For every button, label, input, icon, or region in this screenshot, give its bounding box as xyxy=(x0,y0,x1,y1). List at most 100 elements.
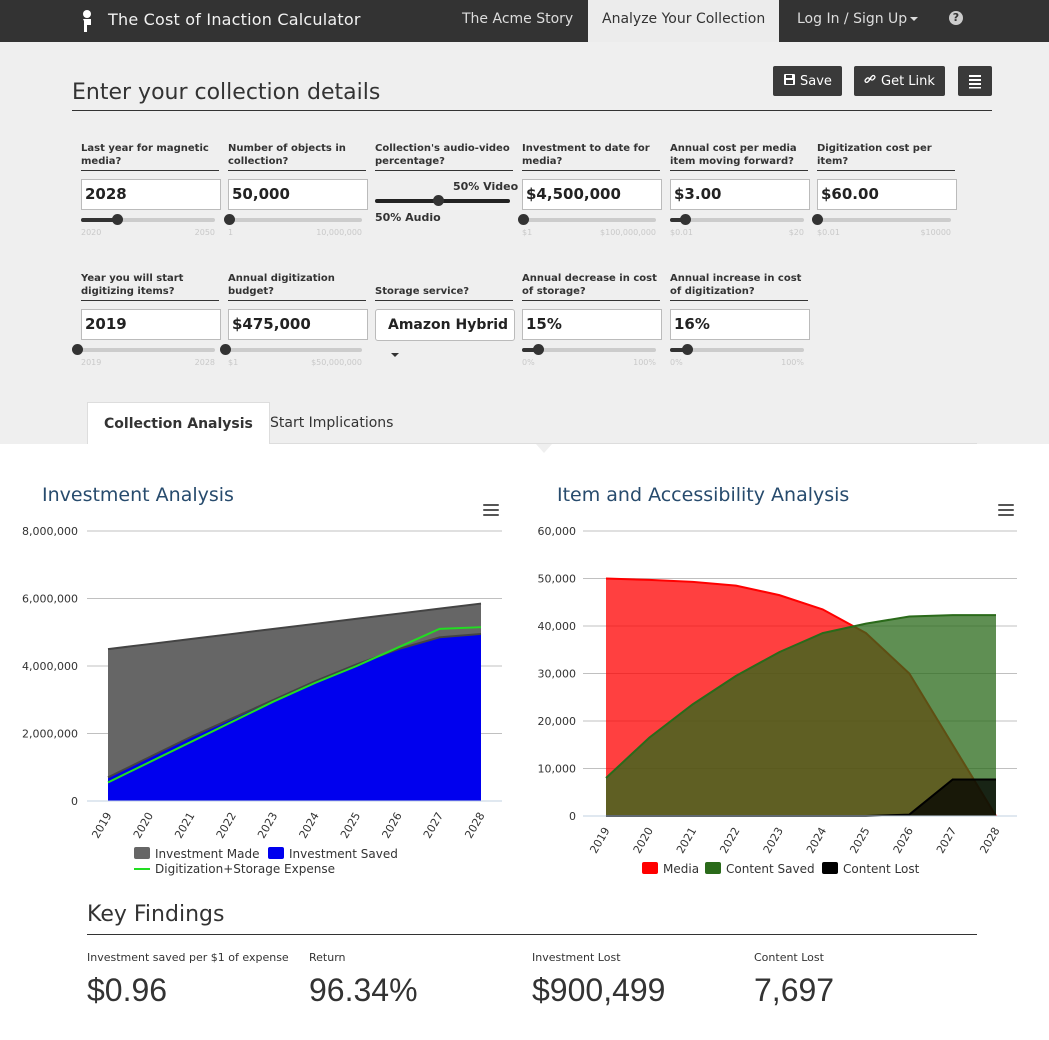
y-tick-label: 20,000 xyxy=(538,715,577,728)
slider-handle[interactable] xyxy=(112,214,124,225)
annual-budget-input[interactable]: $475,000 xyxy=(228,309,368,340)
field-storage-service: Storage service? Amazon Hybrid xyxy=(375,273,515,357)
field-label: Annual cost per media item moving forwar… xyxy=(670,143,808,171)
y-tick-label: 6,000,000 xyxy=(22,593,78,606)
digitization-increase-input[interactable]: 16% xyxy=(670,309,810,340)
tab-collection-analysis[interactable]: Collection Analysis xyxy=(87,402,270,444)
x-tick-label: 2024 xyxy=(804,825,829,856)
slider-max: $50,000,000 xyxy=(311,358,362,367)
slider-min: 2020 xyxy=(81,228,102,237)
slider-handle[interactable] xyxy=(518,214,530,225)
help-icon[interactable]: ? xyxy=(949,11,963,25)
storage-decrease-input[interactable]: 15% xyxy=(522,309,662,340)
slider-fill xyxy=(670,348,688,352)
field-digitization-cost: Digitization cost per item? $60.00 $0.01… xyxy=(812,143,957,237)
tab-pointer xyxy=(536,444,552,453)
series-line xyxy=(605,614,996,779)
nav-acme-story[interactable]: The Acme Story xyxy=(462,11,574,27)
tab-divider xyxy=(87,443,977,444)
slider-max: 100% xyxy=(633,358,656,367)
y-tick-label: 0 xyxy=(71,795,78,808)
x-tick-label: 2021 xyxy=(674,825,699,856)
slider-range: $0.01 $20 xyxy=(670,228,804,237)
legend-symbol xyxy=(268,847,284,859)
legend-label: Media xyxy=(663,862,699,876)
finding-value: $0.96 xyxy=(87,972,168,1008)
chart-menu-icon[interactable] xyxy=(998,504,1014,518)
field-number-objects: Number of objects in collection? 50,000 … xyxy=(223,143,368,237)
annual-cost-input[interactable]: $3.00 xyxy=(670,179,810,210)
slider-max: $100,000,000 xyxy=(600,228,656,237)
finding-value: 7,697 xyxy=(754,972,835,1008)
nav-analyze-collection[interactable]: Analyze Your Collection xyxy=(588,0,780,42)
slider-handle[interactable] xyxy=(679,214,691,225)
y-tick-label: 8,000,000 xyxy=(22,525,78,538)
chevron-down-icon xyxy=(910,17,919,21)
number-objects-slider[interactable] xyxy=(223,214,362,225)
slider-handle[interactable] xyxy=(533,344,545,355)
divider xyxy=(87,934,977,935)
slider-handle[interactable] xyxy=(71,344,83,355)
slider-handle[interactable] xyxy=(812,214,823,225)
field-label: Digitization cost per item? xyxy=(817,143,955,171)
x-tick-label: 2028 xyxy=(462,810,487,841)
slider-min: 0% xyxy=(670,358,683,367)
nav-login-label: Log In / Sign Up xyxy=(797,11,908,27)
finding-label: Investment saved per $1 of expense xyxy=(87,951,289,964)
digitization-increase-slider[interactable] xyxy=(670,344,804,355)
legend-symbol xyxy=(705,862,721,874)
digitization-cost-input[interactable]: $60.00 xyxy=(817,179,957,210)
number-objects-input[interactable]: 50,000 xyxy=(228,179,368,210)
digitization-cost-slider[interactable] xyxy=(812,214,951,225)
field-label: Storage service? xyxy=(375,273,513,301)
field-label: Annual increase in cost of digitization? xyxy=(670,273,808,301)
start-year-input[interactable]: 2019 xyxy=(81,309,221,340)
field-audio-video: Collection's audio-video percentage? xyxy=(375,143,513,171)
storage-selected-value: Amazon Hybrid xyxy=(388,317,509,333)
save-label: Save xyxy=(800,74,832,89)
audio-percentage-label: 50% Audio xyxy=(375,211,441,224)
legend-label: Investment Made xyxy=(155,847,260,861)
investment-slider[interactable] xyxy=(518,214,656,225)
save-button[interactable]: Save xyxy=(773,66,842,96)
start-year-slider[interactable] xyxy=(71,344,215,355)
get-link-button[interactable]: Get Link xyxy=(854,66,945,96)
field-label: Collection's audio-video percentage? xyxy=(375,143,513,171)
x-tick-label: 2020 xyxy=(631,825,656,856)
list-menu-button[interactable] xyxy=(958,66,992,96)
series-area xyxy=(606,779,996,816)
slider-handle[interactable] xyxy=(220,344,232,355)
brand-title[interactable]: The Cost of Inaction Calculator xyxy=(108,10,361,29)
annual-budget-slider[interactable] xyxy=(220,344,362,355)
slider-max: 2028 xyxy=(194,358,215,367)
x-tick-label: 2027 xyxy=(934,825,959,856)
last-year-input[interactable]: 2028 xyxy=(81,179,221,210)
x-tick-label: 2019 xyxy=(89,810,114,841)
tab-start-implications[interactable]: Start Implications xyxy=(270,415,394,431)
slider-min: 1 xyxy=(228,228,234,237)
slider-handle[interactable] xyxy=(433,195,445,206)
y-tick-label: 30,000 xyxy=(538,668,577,681)
nav-login-signup[interactable]: Log In / Sign Up xyxy=(783,0,932,42)
divider xyxy=(72,110,992,111)
slider-handle[interactable] xyxy=(682,344,694,355)
slider-min: $0.01 xyxy=(817,228,840,237)
storage-service-select[interactable]: Amazon Hybrid xyxy=(375,309,515,357)
legend-label: Content Saved xyxy=(726,862,815,876)
x-tick-label: 2028 xyxy=(977,825,1002,856)
storage-decrease-slider[interactable] xyxy=(522,344,656,355)
list-icon xyxy=(969,75,981,89)
audio-video-slider[interactable] xyxy=(375,195,510,206)
y-tick-label: 50,000 xyxy=(538,573,577,586)
chart-menu-icon[interactable] xyxy=(483,504,499,518)
legend-symbol xyxy=(642,862,658,874)
slider-handle[interactable] xyxy=(223,214,235,225)
legend-label: Content Lost xyxy=(843,862,920,876)
slider-min: 2019 xyxy=(81,358,102,367)
series-line xyxy=(107,632,482,779)
video-percentage-label: 50% Video xyxy=(453,180,519,193)
brand-logo-icon[interactable] xyxy=(80,9,94,33)
last-year-slider[interactable] xyxy=(81,214,215,225)
annual-cost-slider[interactable] xyxy=(670,214,804,225)
investment-input[interactable]: $4,500,000 xyxy=(522,179,662,210)
